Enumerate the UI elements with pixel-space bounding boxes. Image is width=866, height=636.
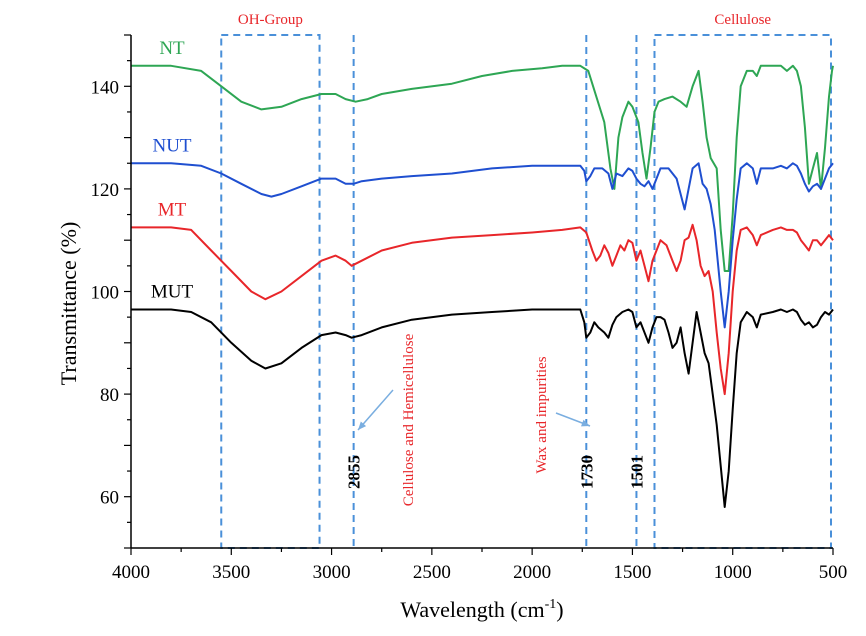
annotation-arrow-0 — [357, 389, 394, 431]
series-label-mt: MT — [158, 199, 187, 220]
x-axis-title: Wavelength (cm-1) — [400, 597, 563, 622]
x-tick-label: 1000 — [714, 562, 752, 583]
annotation-arrowhead-1 — [581, 419, 590, 427]
marker-label-0: 2855 — [345, 455, 364, 489]
y-tick-label: 60 — [100, 488, 119, 509]
labels: OH-Group Cellulose 2855 1730 1501 NT NUT MT MUT C… — [151, 12, 772, 506]
series-line-mut — [131, 308, 834, 508]
marker-label-2: 1501 — [627, 455, 646, 489]
y-tick-label: 140 — [91, 77, 120, 98]
y-tick-label: 120 — [91, 180, 120, 201]
region-label-0: OH-Group — [238, 12, 303, 28]
x-axis-title-main: Wavelength (cm — [400, 597, 544, 622]
series-line-nut — [131, 162, 834, 329]
region-label-1: Cellulose — [714, 12, 771, 28]
x-tick-label: 500 — [819, 562, 848, 583]
axes: 60 80 100 120 140 4000 3500 3000 2500 2000 1500 100… — [56, 34, 848, 622]
x-tick-label: 3000 — [313, 562, 351, 583]
x-tick-label: 2500 — [413, 562, 451, 583]
x-tick-label: 4000 — [112, 562, 150, 583]
x-axis-title-sup: -1 — [545, 597, 557, 612]
y-axis-title: Transmittance (%) — [56, 222, 81, 386]
series-label-nt: NT — [159, 38, 185, 59]
annotation-text-1: Wax and impurities — [534, 356, 550, 473]
annotation-text-0: Cellulose and Hemicellulose — [401, 333, 417, 506]
x-tick-label: 2000 — [513, 562, 551, 583]
plot-area — [131, 34, 834, 549]
region-box-0 — [220, 34, 321, 549]
y-tick-label: 80 — [100, 385, 119, 406]
region-box-1 — [653, 34, 832, 549]
x-axis-title-end: ) — [556, 597, 563, 622]
y-tick-label: 100 — [91, 283, 120, 304]
series-line-nt — [131, 64, 834, 272]
x-tick-label: 3500 — [212, 562, 250, 583]
series-label-mut: MUT — [151, 281, 194, 302]
marker-label-1: 1730 — [577, 455, 596, 489]
annotation-arrowhead-0 — [358, 421, 367, 430]
series-label-nut: NUT — [152, 135, 191, 156]
series-line-mt — [131, 223, 834, 396]
x-tick-label: 1500 — [613, 562, 651, 583]
